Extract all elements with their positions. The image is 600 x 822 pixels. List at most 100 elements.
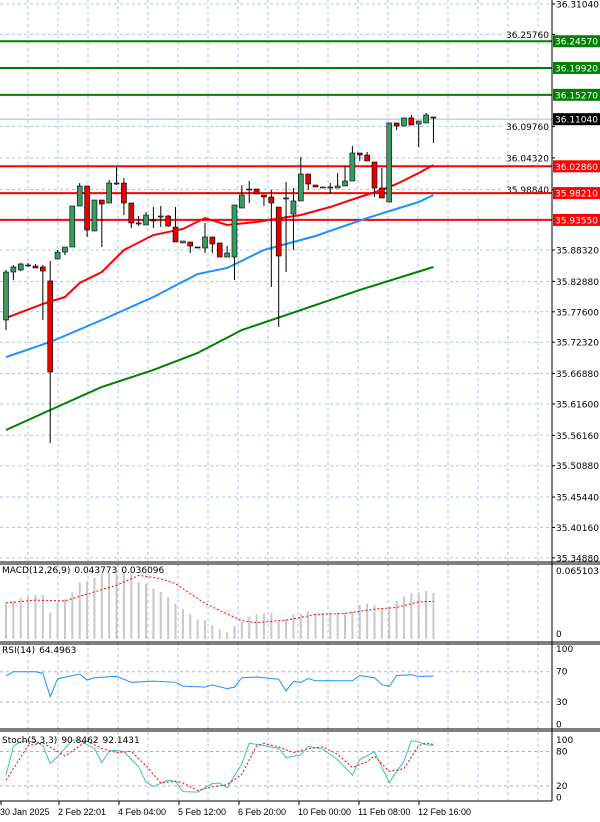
candle-bullish <box>150 219 157 222</box>
macd-histogram-bar <box>34 594 37 639</box>
macd-histogram-bar <box>351 611 354 639</box>
time-tick-label: 10 Feb 00:00 <box>298 807 351 817</box>
macd-histogram-bar <box>285 619 288 639</box>
candle-bullish <box>327 186 334 189</box>
candle-bullish <box>320 186 326 189</box>
moving-average-slow <box>5 266 434 431</box>
resistance-label-bg <box>553 35 600 48</box>
candle-bullish <box>62 246 68 253</box>
time-tick-label: 11 Feb 08:00 <box>358 807 410 817</box>
support-label: 35.98210 <box>555 190 598 200</box>
macd-histogram-bar <box>49 612 52 639</box>
macd-histogram-bar <box>380 608 383 639</box>
macd-histogram-bar <box>137 581 140 639</box>
macd-histogram-bar <box>5 602 7 639</box>
macd-histogram-bar <box>218 629 221 639</box>
candle-bearish <box>172 226 179 243</box>
candle-bullish <box>297 173 304 202</box>
candle-bearish <box>356 152 363 156</box>
macd-histogram-bar <box>71 592 74 639</box>
macd-histogram-bar <box>395 600 398 639</box>
macd-histogram-bar <box>388 606 391 639</box>
macd-histogram-bar <box>211 625 214 639</box>
candle-bullish <box>143 214 149 226</box>
macd-histogram-bar <box>262 613 265 639</box>
candle-bearish <box>393 122 400 127</box>
candle-bullish <box>202 236 208 249</box>
candle-bearish <box>305 173 311 185</box>
candle-bearish <box>312 184 319 188</box>
candle-bearish <box>275 206 282 257</box>
price-tick-label: 35.50880 <box>556 462 599 472</box>
candle-bearish <box>253 188 260 195</box>
candle-bullish <box>349 152 356 182</box>
macd-histogram-bar <box>336 612 339 639</box>
macd-histogram-bar <box>174 603 177 639</box>
candle-bearish <box>84 185 90 231</box>
macd-histogram-bar <box>417 592 420 639</box>
macd-histogram-bar <box>425 590 428 639</box>
candle-bullish <box>113 182 120 185</box>
macd-histogram-bar <box>307 611 310 639</box>
candle-bullish <box>157 215 164 218</box>
candle-bearish <box>187 241 194 247</box>
candle-bearish <box>99 199 105 205</box>
resistance-label: 36.15270 <box>555 91 598 101</box>
candle-bullish <box>290 200 297 215</box>
candle-bearish <box>209 236 216 245</box>
macd-histogram-bar <box>196 619 199 639</box>
macd-histogram-bar <box>145 583 148 639</box>
rsi-tick-label: 0 <box>556 721 562 731</box>
candle-bearish <box>430 116 437 119</box>
candle-bearish <box>261 194 267 198</box>
candle-bullish <box>224 252 230 258</box>
price-tick-label-bg <box>504 183 550 195</box>
stoch-tick-label: 0 <box>556 793 562 803</box>
macd-histogram-bar <box>321 612 324 639</box>
resistance-label: 36.24570 <box>555 38 598 48</box>
macd-histogram-bar <box>159 591 162 639</box>
stoch-label: Stoch(5,3,3) 90.8462 92.1431 <box>2 736 144 746</box>
macd-histogram-bar <box>12 601 15 639</box>
macd-histogram-bar <box>63 599 66 639</box>
price-tick-label: 35.40160 <box>556 524 599 534</box>
candle-bearish <box>364 154 370 162</box>
rsi-tick-label: 30 <box>556 698 568 708</box>
candle-bullish <box>401 117 407 127</box>
macd-value: 0.043773 <box>74 566 118 576</box>
candle-bullish <box>25 264 31 267</box>
macd-histogram-bar <box>19 597 22 639</box>
macd-histogram-bar <box>78 582 81 639</box>
candle-bearish <box>216 242 223 258</box>
stoch-k-line <box>5 739 434 793</box>
candle-bearish <box>371 161 378 189</box>
macd-histogram-bar <box>373 605 376 639</box>
candle-bearish <box>135 222 142 225</box>
price-tick-label: 35.34880 <box>556 554 599 564</box>
candle-bearish <box>268 196 275 204</box>
macd-histogram-bar <box>130 573 133 639</box>
candle-bullish <box>91 199 98 232</box>
macd-histogram-bar <box>152 588 155 639</box>
moving-average-mid <box>5 194 434 358</box>
candle-bearish <box>40 266 46 272</box>
macd-histogram-bar <box>248 616 251 639</box>
support-label-bg <box>553 160 600 173</box>
stoch-name: Stoch(5,3,3) <box>2 736 58 746</box>
macd-histogram-bar <box>233 626 236 639</box>
price-tick-label: 35.66880 <box>556 370 599 380</box>
candle-bullish <box>415 120 422 125</box>
macd-histogram-bar <box>299 613 302 639</box>
candle-bearish <box>47 280 54 373</box>
candle-bullish <box>180 240 186 244</box>
macd-histogram-bar <box>181 609 184 639</box>
candle-bullish <box>54 251 61 260</box>
rsi-name: RSI(14) <box>2 646 36 656</box>
macd-histogram-bar <box>410 592 413 639</box>
rsi-value: 64.4963 <box>39 646 77 656</box>
macd-histogram-bar <box>255 614 258 639</box>
macd-histogram-bar <box>86 581 89 639</box>
stoch-k-value: 90.8462 <box>61 736 99 746</box>
price-tick-label: 35.98840 <box>506 186 549 196</box>
